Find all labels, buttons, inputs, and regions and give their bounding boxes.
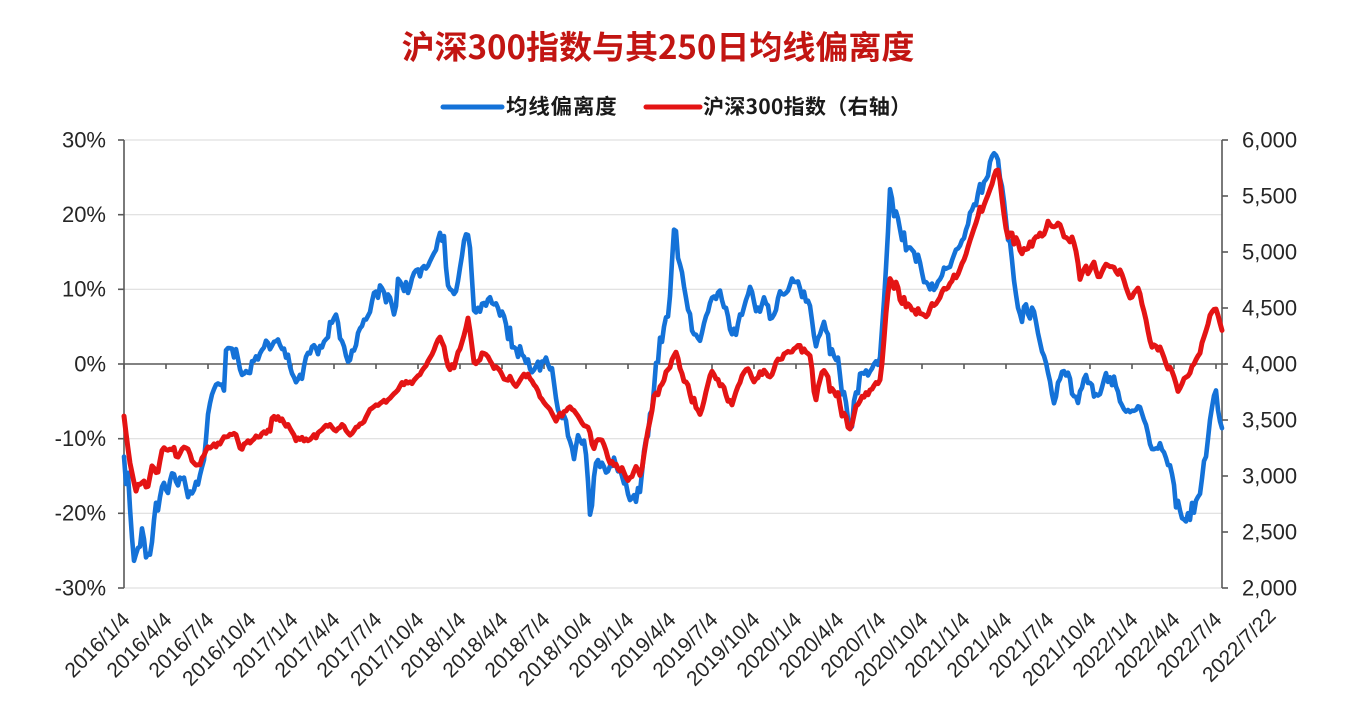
svg-text:2,500: 2,500 <box>1242 519 1297 544</box>
svg-text:0%: 0% <box>74 351 106 376</box>
svg-text:-30%: -30% <box>55 575 106 600</box>
svg-text:3,000: 3,000 <box>1242 463 1297 488</box>
svg-text:5,000: 5,000 <box>1242 239 1297 264</box>
svg-text:30%: 30% <box>62 127 106 152</box>
svg-text:20%: 20% <box>62 202 106 227</box>
svg-text:-10%: -10% <box>55 426 106 451</box>
svg-text:4,500: 4,500 <box>1242 295 1297 320</box>
svg-text:10%: 10% <box>62 277 106 302</box>
svg-text:3,500: 3,500 <box>1242 407 1297 432</box>
svg-text:2,000: 2,000 <box>1242 575 1297 600</box>
svg-text:4,000: 4,000 <box>1242 351 1297 376</box>
svg-text:-20%: -20% <box>55 501 106 526</box>
svg-text:6,000: 6,000 <box>1242 127 1297 152</box>
svg-text:5,500: 5,500 <box>1242 183 1297 208</box>
